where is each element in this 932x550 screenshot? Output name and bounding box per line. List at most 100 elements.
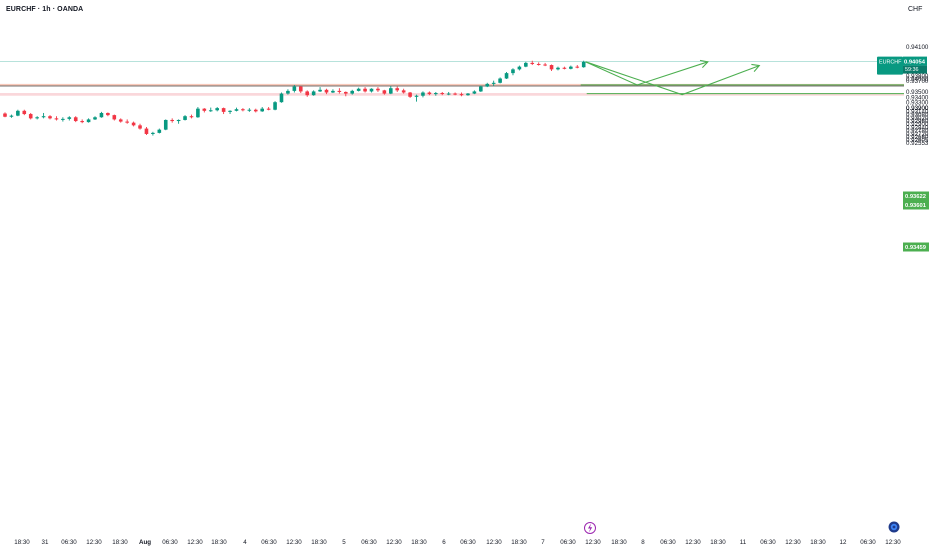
candle — [549, 64, 554, 71]
y-tick-label: 0.94100 — [906, 44, 929, 51]
candle-body — [41, 116, 46, 118]
candle-body — [228, 110, 232, 112]
candle-body — [446, 93, 451, 95]
candle-body — [569, 66, 573, 69]
candle — [337, 88, 342, 94]
candle-body — [163, 119, 168, 130]
candle — [228, 110, 232, 115]
chart-icons — [584, 521, 900, 534]
current-symbol-label: EURCHF — [879, 59, 902, 65]
candle-body — [247, 109, 252, 111]
candle — [279, 92, 284, 103]
candle-body — [35, 117, 39, 119]
candle — [241, 108, 245, 112]
candle-body — [318, 89, 322, 92]
candle — [99, 111, 104, 118]
x-tick-label: 31 — [42, 539, 49, 546]
y-tick-label: 0.93140 — [906, 108, 929, 115]
candle-body — [376, 88, 380, 91]
candle-body — [54, 118, 59, 120]
candle — [106, 112, 110, 117]
candle — [311, 90, 316, 96]
candle-body — [176, 119, 181, 122]
x-tick-label: 18:30 — [810, 539, 826, 546]
x-tick-label: 06:30 — [860, 539, 876, 546]
candle — [208, 107, 213, 112]
x-tick-label: 18:30 — [211, 539, 227, 546]
candle-body — [61, 118, 65, 120]
candle — [202, 108, 207, 113]
candle — [234, 107, 239, 112]
candle-body — [556, 67, 560, 70]
candle — [247, 108, 252, 112]
resistance-bottom-label-box — [903, 200, 929, 210]
candle — [459, 92, 464, 97]
candle — [343, 91, 348, 97]
x-tick-label: 4 — [243, 539, 247, 546]
y-tick-label: 0.93500 — [906, 89, 929, 96]
x-tick-label: 18:30 — [14, 539, 30, 546]
candle — [266, 107, 271, 111]
y-tick-label: 0.92720 — [906, 131, 929, 138]
countdown-label: 59:36 — [905, 67, 919, 73]
candle-body — [157, 129, 162, 133]
candle-body — [3, 113, 7, 117]
candle — [427, 91, 432, 96]
candle-body — [292, 86, 297, 91]
x-tick-label: 18:30 — [411, 539, 427, 546]
candle-body — [241, 109, 245, 111]
candle — [543, 62, 547, 67]
candle-body — [382, 90, 387, 94]
support-price-label-box — [903, 242, 929, 252]
candle — [3, 112, 7, 118]
candle — [80, 119, 84, 124]
target-icon — [888, 521, 900, 533]
y-tick-label: 0.93080 — [906, 112, 929, 119]
candle — [498, 77, 502, 84]
candle-body — [343, 91, 348, 94]
current-price-box — [877, 56, 903, 75]
x-tick-label: 12:30 — [885, 539, 901, 546]
candle — [54, 116, 59, 121]
candle-body — [395, 88, 400, 91]
candle — [305, 90, 310, 97]
candle — [41, 112, 46, 119]
symbol-title: EURCHF · 1h · OANDA — [6, 6, 84, 13]
y-tick-label: 0.93200 — [906, 105, 929, 112]
candle — [408, 91, 412, 98]
candle-body — [524, 62, 528, 67]
candle-body — [581, 61, 586, 68]
candle — [215, 107, 219, 112]
candle-body — [498, 78, 502, 83]
candle — [253, 108, 258, 113]
current-price-value-box — [903, 56, 927, 66]
candle-body — [208, 110, 213, 112]
y-tick-label: 0.92605 — [906, 137, 929, 144]
candle-body — [99, 112, 104, 118]
candle — [61, 117, 65, 122]
candle-body — [67, 117, 72, 119]
candle — [389, 86, 393, 95]
candle-body — [421, 92, 425, 96]
x-tick-label: 06:30 — [660, 539, 676, 546]
candle — [440, 91, 445, 96]
candle-body — [9, 115, 14, 117]
candle-body — [389, 88, 393, 94]
candle-body — [530, 62, 535, 64]
x-tick-label: 18:30 — [710, 539, 726, 546]
x-tick-label: 06:30 — [162, 539, 178, 546]
candle-body — [80, 121, 84, 123]
level-lines — [0, 61, 904, 95]
x-tick-label: 12 — [840, 539, 847, 546]
candle-body — [86, 119, 91, 123]
candle-body — [543, 64, 547, 66]
candle — [446, 91, 451, 96]
candle-body — [472, 91, 477, 94]
candle-body — [337, 90, 342, 92]
candle-body — [479, 86, 483, 92]
y-tick-label: 0.92840 — [906, 124, 929, 131]
candle — [530, 60, 535, 66]
y-tick-label: 0.93020 — [906, 115, 929, 122]
